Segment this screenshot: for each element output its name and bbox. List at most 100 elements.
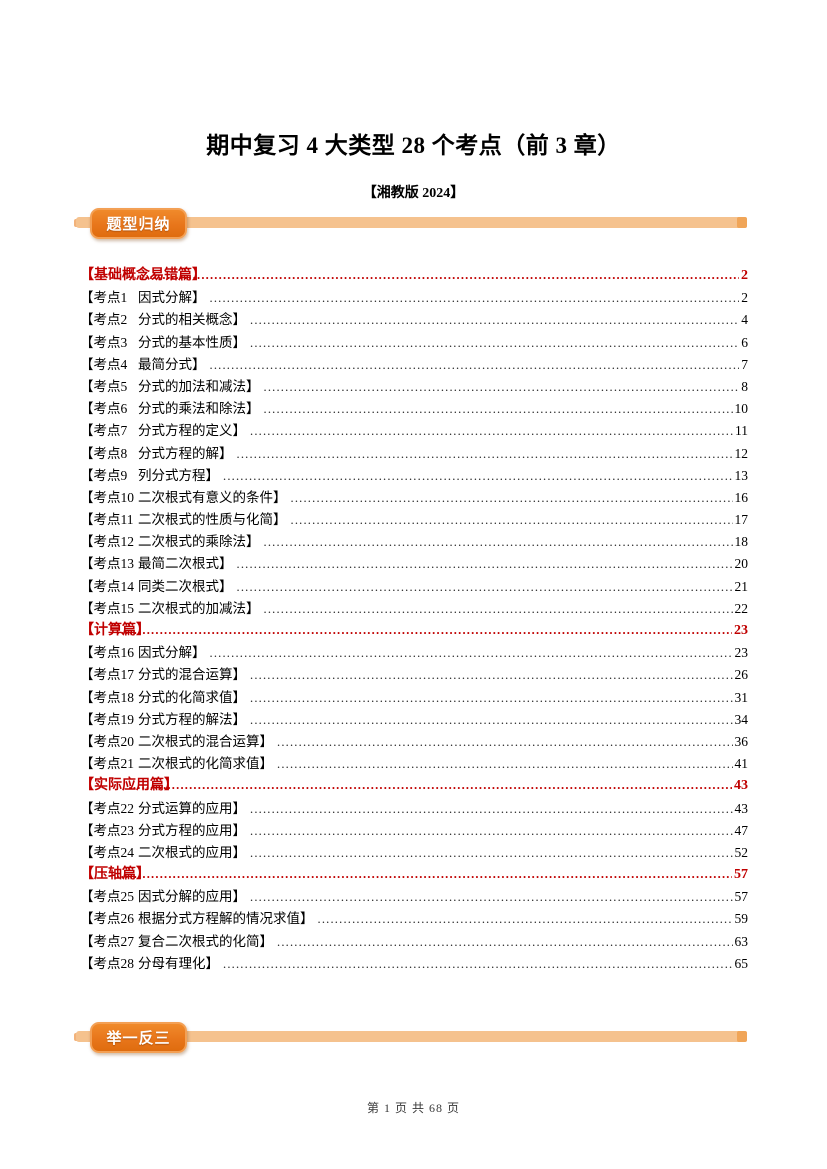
toc-page-number: 59	[734, 911, 749, 927]
toc-entry-title: 分式方程的应用】	[138, 822, 246, 838]
toc-entry-title: 分母有理化】	[138, 955, 219, 971]
toc-entry-label: 【考点23	[80, 822, 134, 838]
toc-entry-label: 【考点10	[80, 489, 134, 505]
toc-row[interactable]: 【考点22 分式运算的应用】 43	[80, 797, 748, 819]
toc-row[interactable]: 【考点28 分母有理化】 65	[80, 952, 748, 974]
toc-page-number: 36	[734, 733, 749, 749]
toc-page-number: 47	[734, 822, 749, 838]
toc-entry-label: 【考点15	[80, 600, 134, 616]
toc-leader-dots	[210, 290, 740, 306]
banner-badge: 举一反三	[90, 1022, 187, 1053]
toc-row[interactable]: 【考点23 分式方程的应用】 47	[80, 819, 748, 841]
toc-row[interactable]: 【实际应用篇】 43	[80, 774, 748, 796]
toc-row[interactable]: 【考点8 分式方程的解】 12	[80, 442, 748, 464]
toc-leader-dots	[223, 468, 733, 484]
toc-entry-label: 【考点7	[80, 423, 128, 439]
toc-page-number: 63	[734, 933, 749, 949]
toc-leader-dots	[291, 512, 733, 528]
toc-entry-title: 复合二次根式的化简】	[138, 933, 273, 949]
section-banner-examples: 举一反三	[0, 1021, 827, 1055]
toc-page-number: 26	[734, 667, 749, 683]
toc-row[interactable]: 【考点13 最简二次根式】 20	[80, 552, 748, 574]
toc-entry-label: 【考点4	[80, 356, 128, 372]
banner-badge: 题型归纳	[90, 208, 187, 239]
toc-row[interactable]: 【计算篇】 23	[80, 619, 748, 641]
toc-row[interactable]: 【压轴篇】 57	[80, 863, 748, 885]
toc-page-number: 43	[734, 778, 748, 794]
toc-row[interactable]: 【考点3 分式的基本性质】 6	[80, 331, 748, 353]
toc-entry-label: 【考点8	[80, 445, 128, 461]
toc-leader-dots	[129, 778, 732, 794]
toc-page-number: 11	[735, 423, 748, 439]
toc-entry-title: 因式分解的应用】	[138, 889, 246, 905]
toc-leader-dots	[250, 801, 733, 817]
toc-entry-label: 【考点18	[80, 689, 134, 705]
toc-page-number: 8	[741, 378, 748, 394]
toc-leader-dots	[250, 845, 733, 861]
toc-leader-dots	[237, 556, 733, 572]
toc-entry-label: 【考点1	[80, 290, 128, 306]
toc-entry-title: 列分式方程】	[138, 467, 219, 483]
toc-row[interactable]: 【考点14 同类二次根式】 21	[80, 575, 748, 597]
toc-page-number: 4	[741, 312, 748, 328]
toc-row[interactable]: 【考点9 列分式方程】 13	[80, 464, 748, 486]
toc-row[interactable]: 【考点16 因式分解】 23	[80, 641, 748, 663]
toc-page-number: 22	[734, 600, 749, 616]
toc-row[interactable]: 【考点4 最简分式】 7	[80, 353, 748, 375]
toc-leader-dots	[277, 734, 733, 750]
toc-row[interactable]: 【考点5 分式的加法和减法】 8	[80, 375, 748, 397]
toc-entry-label: 【考点3	[80, 334, 128, 350]
toc-entry-label: 【考点19	[80, 711, 134, 727]
toc-leader-dots	[116, 623, 732, 639]
toc-entry-label: 【压轴篇】	[80, 867, 150, 883]
toc-entry-title: 二次根式的加减法】	[138, 600, 260, 616]
toc-entry-label: 【考点2	[80, 312, 128, 328]
toc-row[interactable]: 【基础概念易错篇】 2	[80, 264, 748, 286]
toc-row[interactable]: 【考点19 分式方程的解法】 34	[80, 708, 748, 730]
toc-leader-dots	[250, 667, 733, 683]
toc-row[interactable]: 【考点18 分式的化简求值】 31	[80, 686, 748, 708]
toc-entry-title: 分式的混合运算】	[138, 667, 246, 683]
toc-row[interactable]: 【考点2 分式的相关概念】 4	[80, 308, 748, 330]
toc-leader-dots	[223, 956, 733, 972]
toc-entry-label: 【基础概念易错篇】	[80, 268, 206, 283]
toc-page-number: 16	[734, 489, 749, 505]
toc-row[interactable]: 【考点7 分式方程的定义】 11	[80, 419, 748, 441]
toc-leader-dots	[250, 823, 733, 839]
toc-row[interactable]: 【考点6 分式的乘法和除法】 10	[80, 397, 748, 419]
toc-row[interactable]: 【考点26 根据分式方程解的情况求值】 59	[80, 907, 748, 929]
toc-row[interactable]: 【考点11 二次根式的性质与化简】 17	[80, 508, 748, 530]
toc-entry-title: 分式的基本性质】	[138, 334, 246, 350]
toc-entry-label: 【实际应用篇】	[80, 778, 178, 794]
toc-row[interactable]: 【考点10 二次根式有意义的条件】 16	[80, 486, 748, 508]
toc-entry-title: 分式方程的解法】	[138, 711, 246, 727]
toc-leader-dots	[318, 911, 733, 927]
toc-entry-label: 【考点28	[80, 955, 134, 971]
toc-entry-title: 最简二次根式】	[138, 556, 233, 572]
table-of-contents: 【基础概念易错篇】 2 【考点1 因式分解】 2 【考点2 分式的相关概念】 4…	[80, 264, 748, 974]
toc-page-number: 57	[734, 889, 749, 905]
toc-leader-dots	[264, 379, 740, 395]
toc-entry-title: 分式的相关概念】	[138, 312, 246, 328]
toc-leader-dots	[250, 312, 739, 328]
banner-badge-label: 题型归纳	[106, 217, 171, 233]
toc-entry-label: 【考点26	[80, 911, 134, 927]
toc-leader-dots	[250, 712, 733, 728]
toc-entry-title: 二次根式的性质与化简】	[138, 512, 287, 528]
toc-row[interactable]: 【考点17 分式的混合运算】 26	[80, 663, 748, 685]
toc-row[interactable]: 【考点21 二次根式的化简求值】 41	[80, 752, 748, 774]
toc-row[interactable]: 【考点15 二次根式的加减法】 22	[80, 597, 748, 619]
toc-entry-label: 【考点27	[80, 933, 134, 949]
toc-page-number: 17	[734, 512, 749, 528]
toc-leader-dots	[237, 579, 733, 595]
toc-row[interactable]: 【考点1 因式分解】 2	[80, 286, 748, 308]
toc-row[interactable]: 【考点24 二次根式的应用】 52	[80, 841, 748, 863]
toc-row[interactable]: 【考点20 二次根式的混合运算】 36	[80, 730, 748, 752]
toc-row[interactable]: 【考点25 因式分解的应用】 57	[80, 885, 748, 907]
page-title: 期中复习 4 大类型 28 个考点（前 3 章）	[206, 133, 621, 158]
toc-row[interactable]: 【考点27 复合二次根式的化简】 63	[80, 930, 748, 952]
toc-leader-dots	[237, 446, 733, 462]
toc-entry-title: 根据分式方程解的情况求值】	[138, 911, 314, 927]
toc-row[interactable]: 【考点12 二次根式的乘除法】 18	[80, 530, 748, 552]
toc-page-number: 65	[734, 955, 749, 971]
